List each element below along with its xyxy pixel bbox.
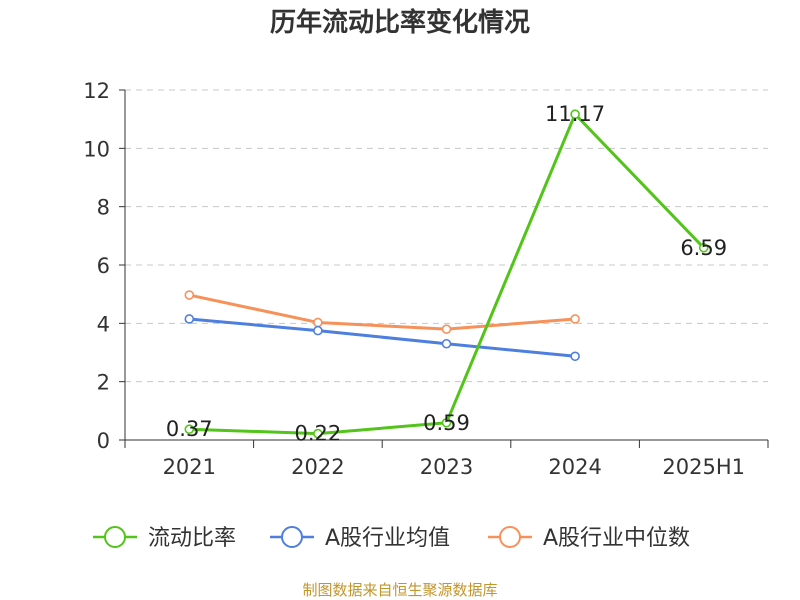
- source-note: 制图数据来自恒生聚源数据库: [302, 581, 498, 599]
- data-point: [184, 290, 195, 300]
- data-point: [570, 314, 580, 324]
- axes: 0 2 4 6 8 10 12 2021 2022 2023 2024 2025H1: [83, 79, 769, 479]
- data-label: 11.17: [545, 102, 605, 126]
- series-line-0: [189, 112, 705, 436]
- data-point: [441, 324, 452, 334]
- y-tick-label: 12: [83, 79, 110, 103]
- legend-label: A股行业中位数: [543, 526, 690, 551]
- legend-marker: [499, 526, 521, 548]
- legend: 流动比率 A股行业均值 A股行业中位数: [93, 526, 690, 551]
- x-tick-label: 2022: [291, 455, 344, 479]
- data-point: [441, 338, 452, 349]
- data-point: [184, 424, 195, 435]
- y-tick-label: 4: [97, 312, 110, 336]
- data-point: [313, 428, 323, 439]
- y-tick-label: 6: [97, 254, 110, 278]
- data-point: [570, 351, 580, 362]
- chart-title: 历年流动比率变化情况: [269, 8, 530, 38]
- x-tick-label: 2023: [420, 455, 473, 479]
- x-tick-label: 2025H1: [662, 455, 745, 479]
- data-label: 0.59: [423, 411, 470, 435]
- y-tick-label: 2: [97, 371, 110, 395]
- data-label: 0.22: [295, 422, 342, 446]
- data-point: [313, 325, 323, 336]
- gridlines: [125, 89, 768, 383]
- series-line-2: [188, 293, 576, 331]
- legend-marker: [281, 526, 303, 548]
- data-point: [313, 317, 323, 328]
- series: [184, 109, 709, 439]
- y-tick-label: 8: [97, 196, 110, 220]
- legend-label: 流动比率: [148, 526, 236, 551]
- x-tick-label: 2024: [548, 455, 601, 479]
- data-label: 6.59: [680, 236, 727, 260]
- data-point: [570, 109, 580, 120]
- data-point: [184, 314, 195, 324]
- data-point: [698, 242, 709, 253]
- series-line-1: [189, 317, 576, 358]
- y-tick-label: 10: [83, 137, 110, 161]
- data-labels: 0.37 0.22 0.59 11.17 6.59: [166, 102, 727, 445]
- data-label: 0.37: [166, 417, 213, 441]
- data-point: [441, 417, 452, 428]
- legend-label: A股行业均值: [325, 526, 450, 551]
- legend-marker: [104, 526, 126, 548]
- x-tick-label: 2021: [163, 455, 216, 479]
- y-tick-label: 0: [97, 429, 110, 453]
